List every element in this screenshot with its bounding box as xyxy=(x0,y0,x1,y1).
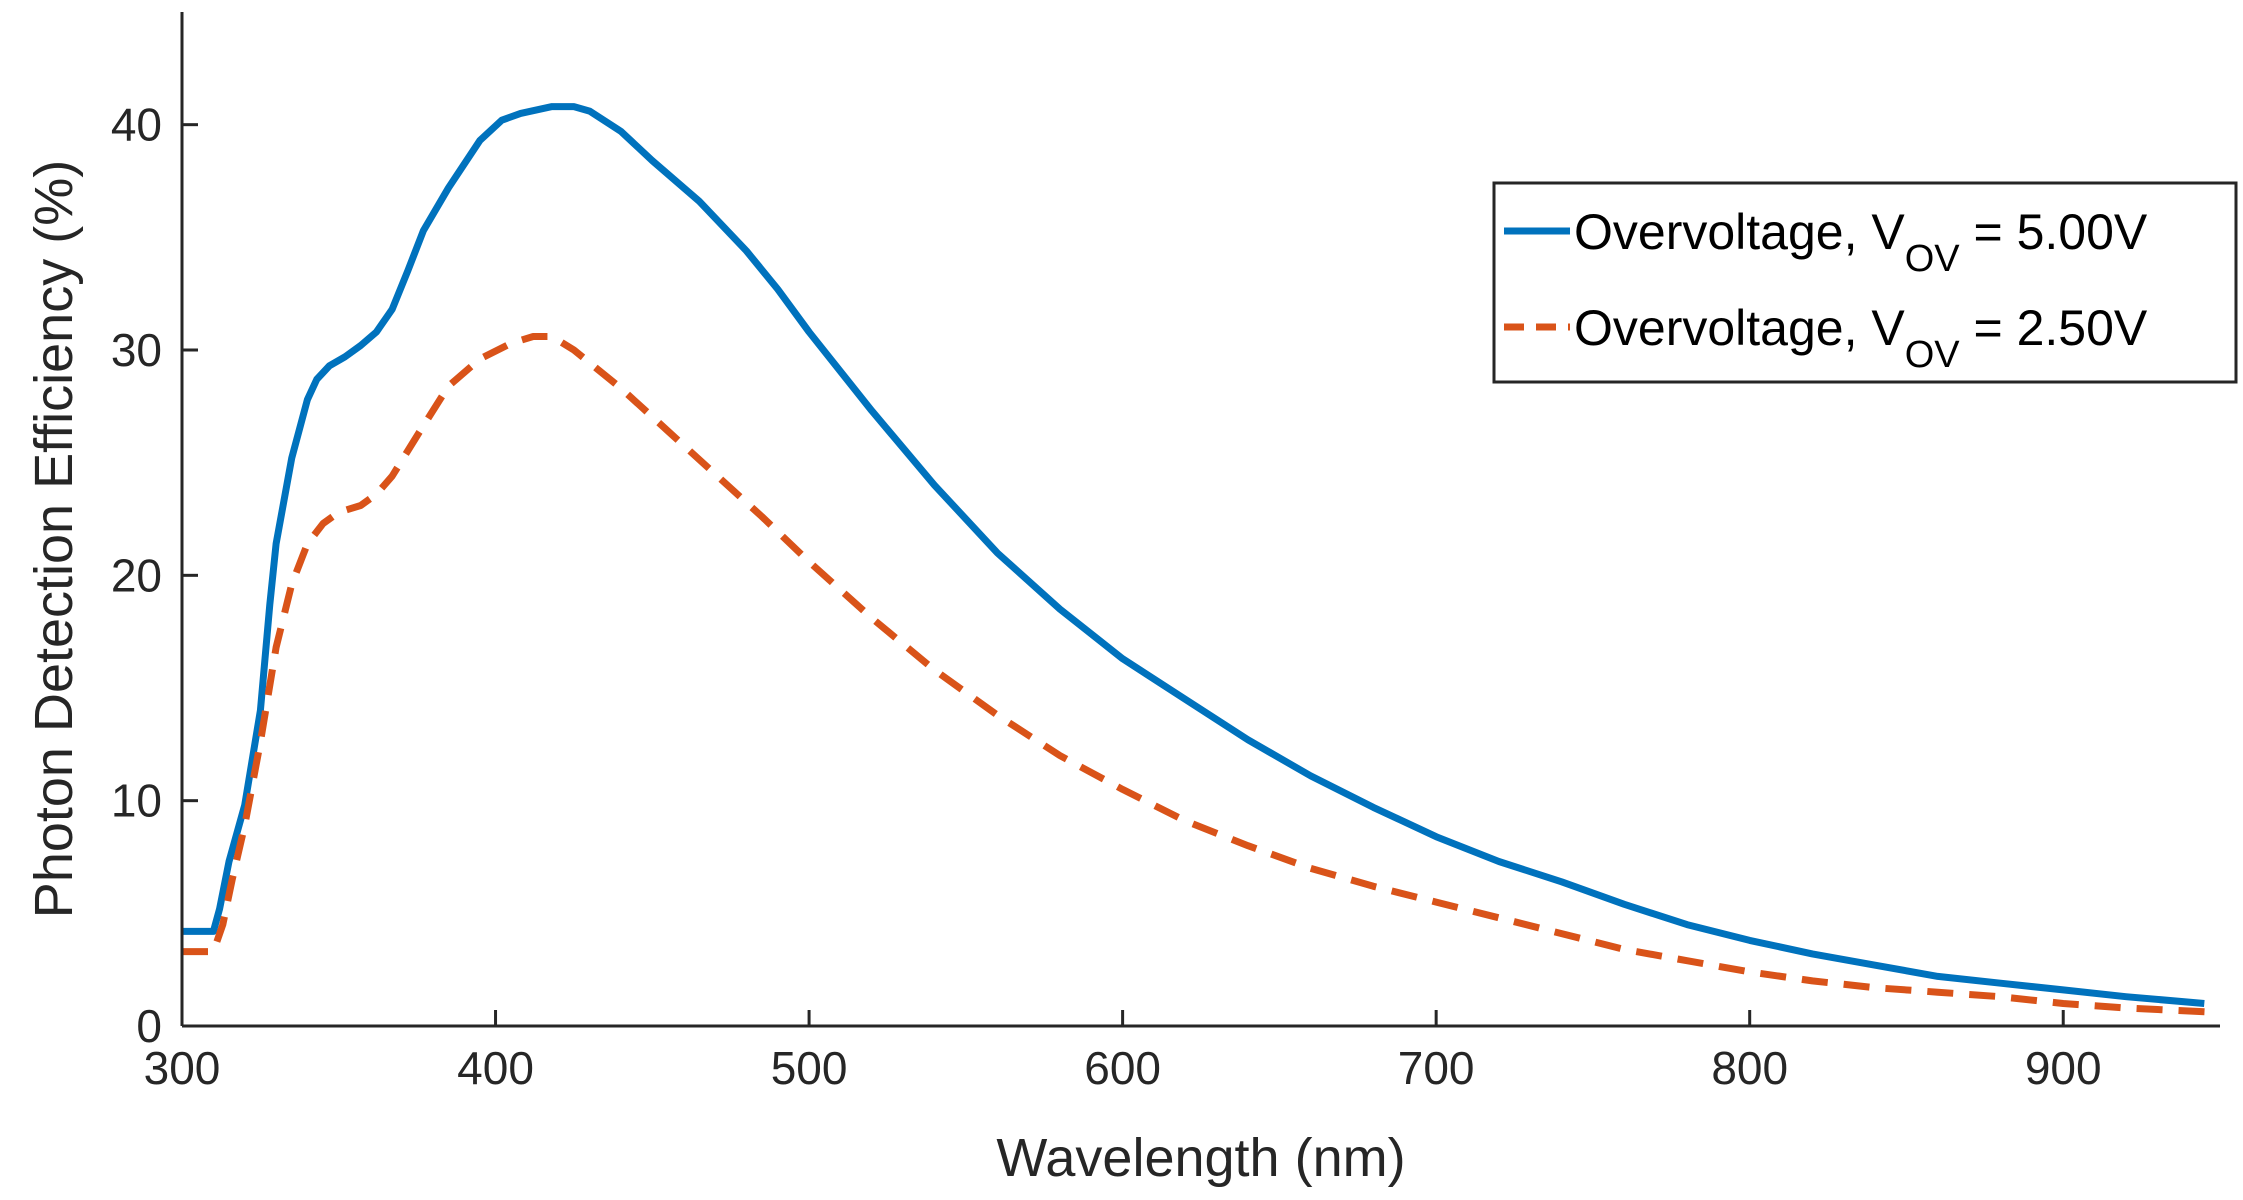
axes: 300 400 500 600 700 800 900 0 10 20 30 40 xyxy=(111,12,2220,1094)
legend-entry-1: Overvoltage, VOV = 5.00V xyxy=(1574,204,2148,280)
y-tick-label: 30 xyxy=(111,324,162,376)
legend-text-tail: = 5.00V xyxy=(1960,204,2148,260)
x-tick-label: 900 xyxy=(2025,1042,2102,1094)
y-tick-label: 40 xyxy=(111,99,162,151)
legend-text-tail: = 2.50V xyxy=(1960,300,2148,356)
legend-text-main: Overvoltage, V xyxy=(1574,204,1905,260)
y-tick-label: 0 xyxy=(136,1000,162,1052)
series-layer xyxy=(182,103,2221,1016)
legend-entry-2: Overvoltage, VOV = 2.50V xyxy=(1574,300,2148,376)
legend-box xyxy=(1492,181,2238,384)
x-tick-label: 300 xyxy=(144,1042,221,1094)
x-tick-label: 600 xyxy=(1084,1042,1161,1094)
y-tick-label: 20 xyxy=(111,549,162,601)
x-axis-label: Wavelength (nm) xyxy=(996,1128,1405,1188)
x-tick-label: 400 xyxy=(457,1042,534,1094)
series-line-2 xyxy=(182,333,2221,1016)
x-tick-label: 700 xyxy=(1398,1042,1475,1094)
y-tick-label: 10 xyxy=(111,775,162,827)
legend-text-main: Overvoltage, V xyxy=(1574,300,1905,356)
series-line-1 xyxy=(182,103,2205,1007)
x-tick-label: 500 xyxy=(771,1042,848,1094)
legend-text-subscript: OV xyxy=(1905,238,1961,280)
legend-text-subscript: OV xyxy=(1905,334,1961,376)
x-tick-label: 800 xyxy=(1711,1042,1788,1094)
y-axis-label: Photon Detection Efficiency (%) xyxy=(24,160,84,918)
